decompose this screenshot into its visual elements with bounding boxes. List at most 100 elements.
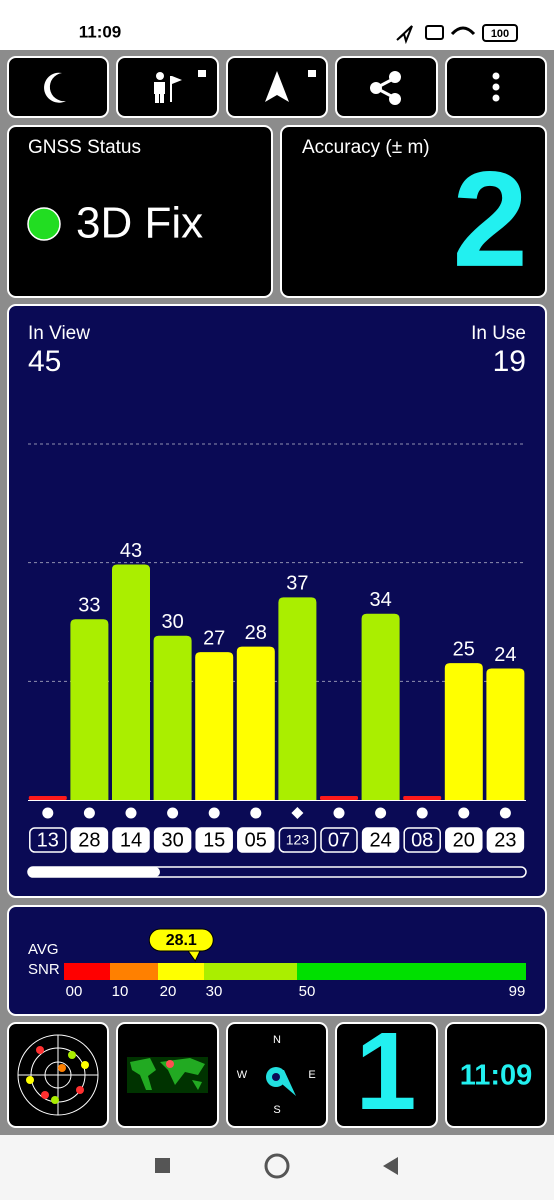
- compass-needle: [266, 1067, 296, 1096]
- bar-value: 24: [494, 644, 516, 666]
- satellite-id: 14: [120, 829, 142, 851]
- navigation-icon: [265, 71, 289, 102]
- snr-panel: [7, 905, 547, 1016]
- marker-dot: [333, 807, 345, 819]
- satellite-id-box: [195, 827, 233, 853]
- location-icon: [396, 25, 413, 45]
- marker-dot: [208, 807, 220, 819]
- satellite-id-box: [237, 827, 275, 853]
- satellite-id-box: [70, 827, 109, 853]
- fix-count-tile[interactable]: [335, 1022, 438, 1128]
- fix-count: 1: [355, 1010, 416, 1133]
- bar: [486, 668, 525, 800]
- satellite-id-box: [445, 827, 483, 853]
- compass-south: S: [273, 1104, 280, 1116]
- night-mode-button[interactable]: [7, 56, 109, 118]
- snr-tick-label: 99: [509, 983, 526, 1000]
- clock-tile[interactable]: [445, 1022, 547, 1128]
- satellite-id: 20: [453, 829, 475, 851]
- marker-dot: [42, 807, 54, 819]
- bar-value: 37: [286, 573, 308, 595]
- recents-button[interactable]: [155, 1158, 170, 1173]
- marker-dot: [167, 807, 179, 819]
- snr-tick-label: 20: [160, 983, 177, 1000]
- bar: [361, 613, 400, 800]
- marker-dot: [125, 807, 137, 819]
- snr-label-bottom: SNR: [28, 961, 60, 978]
- snr-average: 28.1: [166, 932, 197, 949]
- snr-tick-label: 10: [112, 983, 129, 1000]
- snr-tick-label: 30: [206, 983, 223, 1000]
- satellite-id-box: [403, 827, 441, 853]
- bar: [278, 597, 317, 800]
- marker-diamond: [291, 807, 304, 819]
- satellite-id-box: [112, 827, 150, 853]
- notification-icon: [425, 25, 444, 40]
- fix-status: 3D Fix: [76, 199, 203, 248]
- snr-average-balloon: [148, 928, 214, 952]
- nav-bar: [0, 1135, 554, 1200]
- bar: [320, 796, 358, 800]
- marker-dot: [499, 807, 511, 819]
- marker-dot: [458, 807, 470, 819]
- gnss-status-title: GNSS Status: [28, 137, 141, 158]
- in-use-value: 19: [493, 345, 526, 378]
- snr-segment: [64, 963, 110, 980]
- bar: [236, 646, 275, 800]
- snr-tick-label: 50: [299, 983, 316, 1000]
- marker-dot: [375, 807, 387, 819]
- battery-level: 100: [491, 28, 509, 40]
- status-bar: [0, 0, 554, 50]
- snr-tick-label: 00: [66, 983, 83, 1000]
- bar: [70, 619, 109, 800]
- compass-north: N: [273, 1034, 281, 1046]
- bar-value: 33: [78, 595, 100, 617]
- scroll-thumb[interactable]: [28, 867, 160, 877]
- people-button[interactable]: [116, 56, 219, 118]
- snr-segment: [297, 963, 526, 980]
- home-button[interactable]: [264, 1153, 290, 1179]
- sky-view-icon: [17, 1034, 99, 1116]
- snr-label-top: AVG: [28, 941, 59, 958]
- snr-scale: 00 10 20 30 50 99 28.1: [64, 928, 526, 1000]
- snr-chart: 13 33 28 43 14 30 30 27 15 28 05 37 123 07 34 24 08 25 20 2…: [28, 443, 526, 853]
- satellite-id-box: [29, 827, 67, 853]
- marker-dot: [83, 807, 95, 819]
- people-icon: [154, 70, 206, 103]
- bar-value: 34: [369, 589, 391, 611]
- toolbar: [7, 56, 547, 118]
- satellite-id: 28: [78, 829, 100, 851]
- snr-segment: [110, 963, 158, 980]
- satellite-id: 15: [203, 829, 225, 851]
- compass-west: W: [237, 1069, 248, 1081]
- wifi-icon: [450, 26, 476, 36]
- bar: [403, 796, 442, 800]
- menu-icon: [492, 72, 500, 102]
- snr-segment: [204, 963, 297, 980]
- satellite-id-box: [153, 827, 192, 853]
- back-button[interactable]: [383, 1157, 398, 1175]
- bar-value: 27: [203, 627, 225, 649]
- marker-dot: [416, 807, 428, 819]
- bar-value: 43: [120, 540, 142, 562]
- satellite-id-box: [278, 827, 317, 853]
- bar: [195, 652, 234, 800]
- share-button[interactable]: [335, 56, 438, 118]
- battery-icon: [482, 24, 518, 42]
- bar: [153, 635, 192, 800]
- accuracy-value: 2: [452, 143, 528, 295]
- satellite-id-box: [320, 827, 358, 853]
- bar: [444, 663, 483, 800]
- satellite-id-box: [486, 827, 525, 853]
- compass-east: E: [308, 1069, 315, 1081]
- world-map-icon: [127, 1057, 208, 1093]
- lock-icon: [308, 70, 316, 77]
- in-view-label: In View: [28, 323, 90, 344]
- accuracy-title: Accuracy (± m): [302, 137, 430, 158]
- bar-value: 28: [245, 622, 267, 644]
- fix-indicator: [27, 207, 61, 241]
- share-icon: [370, 71, 401, 105]
- satellite-id: 30: [161, 829, 183, 851]
- satellite-id: 24: [369, 829, 391, 851]
